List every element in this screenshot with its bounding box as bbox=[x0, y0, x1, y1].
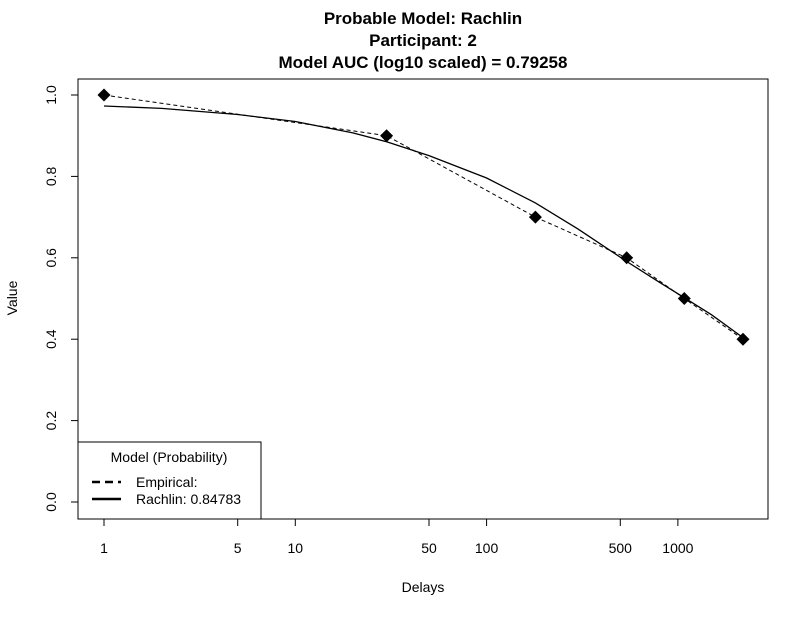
legend-label-rachlin: Rachlin: 0.84783 bbox=[136, 491, 241, 507]
title-line-1: Probable Model: Rachlin bbox=[324, 9, 522, 28]
series-line-rachlin bbox=[103, 105, 744, 339]
data-point bbox=[528, 210, 542, 224]
y-axis: 0.0 0.2 0.4 0.6 0.8 1.0 bbox=[43, 85, 79, 512]
data-point bbox=[620, 251, 634, 265]
series-layer bbox=[97, 88, 750, 346]
data-point bbox=[677, 292, 691, 305]
data-point bbox=[380, 129, 394, 143]
x-tick-label: 1000 bbox=[662, 540, 693, 556]
x-tick-label: 5 bbox=[234, 540, 242, 556]
y-tick-label: 0.8 bbox=[43, 166, 59, 186]
legend: Model (Probability) Empirical: Rachlin: … bbox=[77, 441, 262, 520]
legend-title: Model (Probability) bbox=[111, 449, 228, 465]
y-tick-label: 0.0 bbox=[43, 492, 59, 512]
data-point bbox=[97, 88, 111, 102]
x-axis: 1 5 10 50 100 500 1000 bbox=[100, 518, 694, 556]
y-tick-label: 0.4 bbox=[43, 329, 59, 349]
x-tick-label: 1 bbox=[100, 540, 108, 556]
x-tick-label: 10 bbox=[288, 540, 304, 556]
title-line-2: Participant: 2 bbox=[369, 31, 477, 50]
x-tick-label: 500 bbox=[609, 540, 633, 556]
chart-title: Probable Model: Rachlin Participant: 2 Mod… bbox=[279, 9, 568, 72]
title-line-3: Model AUC (log10 scaled) = 0.79258 bbox=[279, 53, 568, 72]
y-tick-label: 0.2 bbox=[43, 411, 59, 431]
x-tick-label: 100 bbox=[475, 540, 499, 556]
y-tick-label: 0.6 bbox=[43, 248, 59, 268]
series-line-empirical bbox=[103, 94, 744, 340]
x-axis-label: Delays bbox=[402, 579, 445, 595]
legend-box bbox=[77, 441, 262, 520]
x-tick-label: 50 bbox=[421, 540, 437, 556]
y-tick-label: 1.0 bbox=[43, 85, 59, 105]
legend-label-empirical: Empirical: bbox=[136, 474, 197, 490]
y-axis-label: Value bbox=[4, 280, 20, 315]
